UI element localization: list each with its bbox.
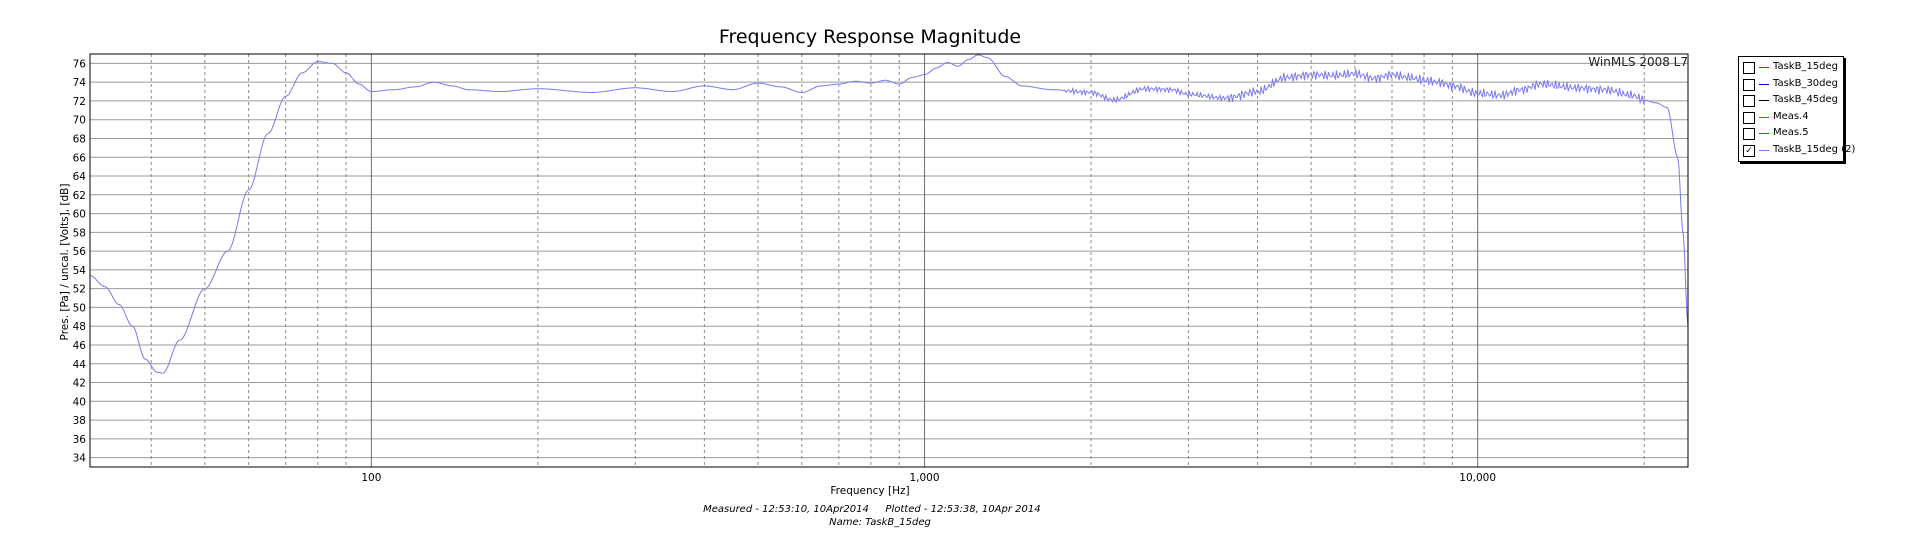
y-tick-label: 76	[73, 58, 87, 70]
legend-label: TaskB_30deg	[1773, 77, 1839, 89]
legend-checkbox[interactable]	[1743, 128, 1755, 140]
legend-item[interactable]: Meas.5	[1743, 126, 1841, 141]
x-tick-labels: 100 1,000 10,000	[361, 472, 1496, 484]
x-tick-label: 1,000	[909, 472, 939, 484]
y-tick-label: 44	[73, 359, 87, 371]
x-tick-label: 100	[361, 472, 381, 484]
legend-item[interactable]: ✓ TaskB_15deg (2)	[1743, 143, 1855, 158]
plotted-timestamp: Plotted - 12:53:38, 10Apr 2014	[885, 504, 1040, 515]
legend-item[interactable]: TaskB_45deg	[1743, 93, 1841, 108]
y-tick-label: 70	[73, 115, 86, 127]
y-tick-label: 36	[73, 434, 87, 446]
y-tick-label: 58	[73, 227, 86, 239]
y-tick-labels: 34 36 38 40 42 44 46 48 50 52 54 56 58 60 62 64 66 68 70 72…	[73, 58, 87, 464]
legend-checkbox[interactable]	[1743, 78, 1755, 91]
y-tick-label: 48	[73, 321, 86, 333]
legend: TaskB_15deg TaskB_30deg TaskB_45deg Meas.4 M…	[1738, 56, 1855, 162]
y-tick-label: 50	[73, 302, 86, 314]
legend-label: TaskB_15deg (2)	[1773, 143, 1856, 155]
y-tick-label: 34	[73, 453, 87, 465]
legend-label: Meas.5	[1773, 127, 1809, 138]
y-tick-label: 52	[73, 284, 86, 296]
y-tick-label: 74	[73, 77, 87, 89]
y-tick-label: 60	[73, 209, 86, 221]
legend-swatch	[1759, 116, 1769, 118]
measurement-name: Name: TaskB_15deg	[829, 517, 931, 528]
series-layer	[89, 54, 1689, 374]
y-tick-label: 56	[73, 246, 87, 258]
y-tick-label: 54	[73, 265, 87, 277]
legend-item[interactable]: TaskB_30deg	[1743, 77, 1841, 92]
legend-swatch	[1759, 83, 1769, 85]
y-tick-label: 62	[73, 190, 86, 202]
chart-title: Frequency Response Magnitude	[719, 26, 1021, 48]
measured-timestamp: Measured - 12:53:10, 10Apr2014	[703, 504, 869, 515]
plot-frame	[89, 53, 1689, 468]
legend-swatch	[1759, 67, 1769, 68]
watermark-label: WinMLS 2008 L7	[1588, 55, 1688, 69]
y-tick-label: 38	[73, 415, 86, 427]
y-tick-label: 66	[73, 152, 87, 164]
legend-checkbox[interactable]	[1743, 95, 1755, 107]
legend-swatch	[1759, 100, 1769, 101]
y-tick-label: 68	[73, 133, 86, 145]
y-tick-label: 42	[73, 378, 86, 390]
legend-checkbox[interactable]: ✓	[1743, 144, 1755, 157]
x-tick-label: 10,000	[1459, 472, 1496, 484]
series-line	[89, 54, 1689, 374]
legend-label: TaskB_15deg	[1773, 61, 1839, 72]
grid	[90, 54, 1688, 467]
y-tick-label: 40	[73, 396, 86, 408]
legend-swatch	[1759, 149, 1769, 151]
y-tick-label: 46	[73, 340, 87, 352]
legend-checkbox[interactable]	[1743, 62, 1755, 74]
y-axis-label: Pres. [Pa] / uncal. [Volts], [dB]	[59, 184, 71, 341]
legend-item[interactable]: Meas.4	[1743, 110, 1841, 125]
legend-label: Meas.4	[1773, 110, 1809, 122]
legend-item[interactable]: TaskB_15deg	[1743, 60, 1841, 75]
legend-label: TaskB_45deg	[1773, 94, 1839, 105]
y-tick-label: 64	[73, 171, 87, 183]
legend-checkbox[interactable]	[1743, 111, 1755, 124]
y-tick-label: 72	[73, 96, 86, 108]
legend-swatch	[1759, 133, 1769, 134]
x-axis-label: Frequency [Hz]	[830, 485, 909, 497]
